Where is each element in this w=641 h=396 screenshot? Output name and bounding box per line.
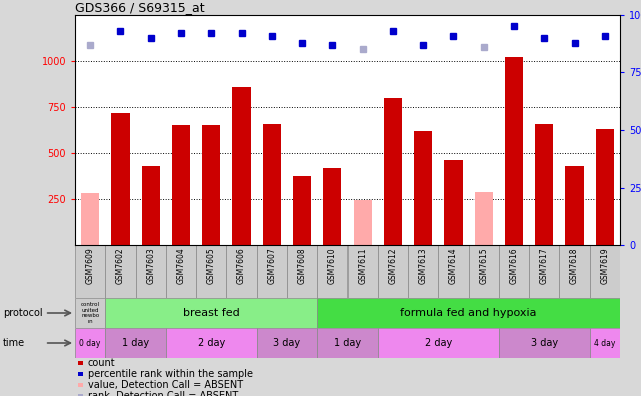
Text: protocol: protocol xyxy=(3,308,43,318)
Bar xyxy=(166,245,196,298)
Bar xyxy=(535,124,553,245)
Text: 3 day: 3 day xyxy=(273,338,301,348)
Bar xyxy=(414,131,432,245)
Bar xyxy=(595,129,614,245)
Text: 1 day: 1 day xyxy=(122,338,149,348)
Text: count: count xyxy=(88,358,115,368)
Bar xyxy=(263,124,281,245)
Text: GSM7606: GSM7606 xyxy=(237,248,246,284)
Bar xyxy=(317,328,378,358)
Text: GSM7608: GSM7608 xyxy=(297,248,306,284)
Text: GSM7619: GSM7619 xyxy=(601,248,610,284)
Bar xyxy=(444,160,463,245)
Text: time: time xyxy=(3,338,26,348)
Bar xyxy=(287,245,317,298)
Text: GSM7613: GSM7613 xyxy=(419,248,428,284)
Text: GDS366 / S69315_at: GDS366 / S69315_at xyxy=(75,1,204,14)
Text: GSM7615: GSM7615 xyxy=(479,248,488,284)
Bar xyxy=(378,328,499,358)
Bar xyxy=(317,298,620,328)
Bar xyxy=(408,245,438,298)
Bar xyxy=(475,192,493,245)
Text: GSM7607: GSM7607 xyxy=(267,248,276,284)
Bar xyxy=(172,126,190,245)
Bar xyxy=(105,298,317,328)
Text: GSM7614: GSM7614 xyxy=(449,248,458,284)
Text: 0 day: 0 day xyxy=(79,339,101,348)
Bar xyxy=(142,166,160,245)
Text: GSM7612: GSM7612 xyxy=(388,248,397,284)
Bar xyxy=(384,98,402,245)
Bar xyxy=(323,168,342,245)
Text: breast fed: breast fed xyxy=(183,308,240,318)
Text: GSM7617: GSM7617 xyxy=(540,248,549,284)
Bar xyxy=(347,245,378,298)
Text: GSM7604: GSM7604 xyxy=(176,248,185,284)
Bar xyxy=(560,245,590,298)
Bar xyxy=(81,194,99,245)
Bar xyxy=(256,245,287,298)
Text: GSM7618: GSM7618 xyxy=(570,248,579,284)
Text: GSM7605: GSM7605 xyxy=(207,248,216,284)
Bar xyxy=(196,245,226,298)
Bar xyxy=(256,328,317,358)
Text: GSM7602: GSM7602 xyxy=(116,248,125,284)
Bar xyxy=(529,245,560,298)
Text: formula fed and hypoxia: formula fed and hypoxia xyxy=(401,308,537,318)
Bar xyxy=(378,245,408,298)
Bar xyxy=(112,112,129,245)
Bar xyxy=(135,245,166,298)
Bar xyxy=(499,328,590,358)
Bar xyxy=(75,328,105,358)
Bar xyxy=(105,328,166,358)
Bar xyxy=(166,328,256,358)
Bar xyxy=(293,176,311,245)
Text: value, Detection Call = ABSENT: value, Detection Call = ABSENT xyxy=(88,380,243,390)
Text: GSM7609: GSM7609 xyxy=(86,248,95,284)
Bar xyxy=(202,126,221,245)
Text: 3 day: 3 day xyxy=(531,338,558,348)
Text: GSM7610: GSM7610 xyxy=(328,248,337,284)
Text: control
united
newbo
rn: control united newbo rn xyxy=(81,303,99,324)
Bar xyxy=(226,245,256,298)
Bar xyxy=(565,166,584,245)
Bar xyxy=(354,200,372,245)
Bar xyxy=(438,245,469,298)
Text: 1 day: 1 day xyxy=(334,338,361,348)
Bar xyxy=(75,298,105,328)
Bar xyxy=(75,245,105,298)
Bar xyxy=(105,245,135,298)
Bar xyxy=(499,245,529,298)
Bar xyxy=(590,328,620,358)
Bar xyxy=(505,57,523,245)
Text: GSM7616: GSM7616 xyxy=(510,248,519,284)
Bar xyxy=(233,87,251,245)
Bar xyxy=(317,245,347,298)
Text: rank, Detection Call = ABSENT: rank, Detection Call = ABSENT xyxy=(88,391,238,396)
Text: 4 day: 4 day xyxy=(594,339,615,348)
Text: GSM7603: GSM7603 xyxy=(146,248,155,284)
Text: 2 day: 2 day xyxy=(425,338,452,348)
Text: GSM7611: GSM7611 xyxy=(358,248,367,284)
Bar xyxy=(590,245,620,298)
Text: 2 day: 2 day xyxy=(197,338,225,348)
Bar xyxy=(469,245,499,298)
Text: percentile rank within the sample: percentile rank within the sample xyxy=(88,369,253,379)
